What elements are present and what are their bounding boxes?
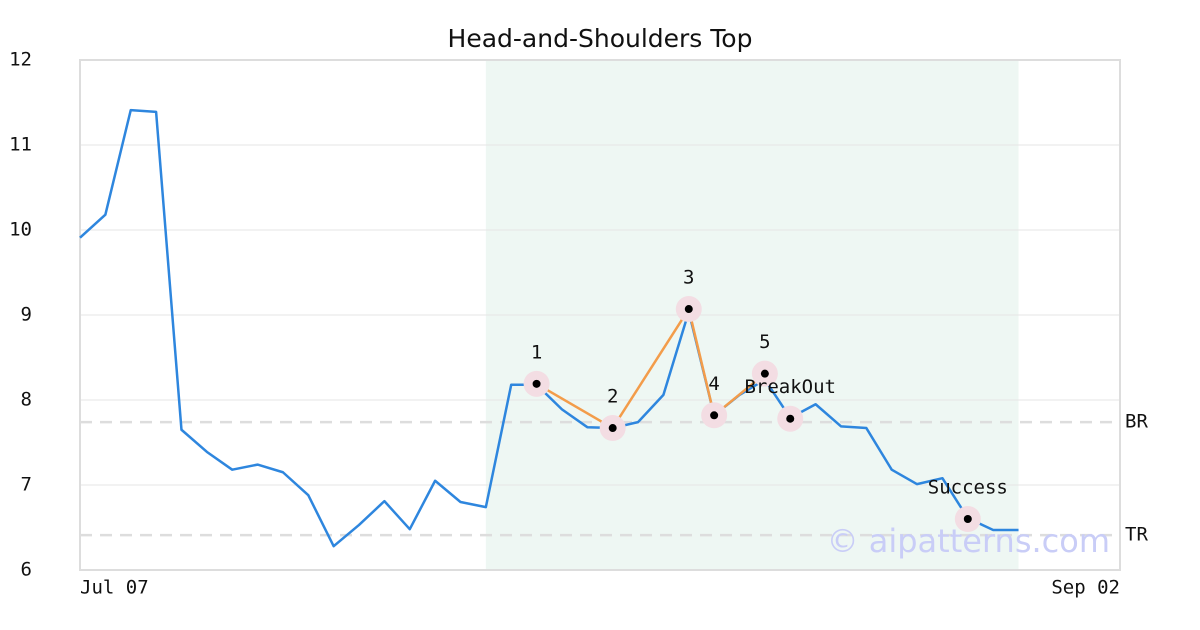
point-dot	[608, 424, 617, 433]
y-tick-label: 8	[21, 389, 32, 411]
point-dot	[786, 414, 795, 423]
pattern-label: 5	[759, 331, 770, 353]
x-tick-label: Sep 02	[1051, 577, 1120, 599]
price-line	[79, 108, 1019, 548]
pattern-label: 2	[607, 386, 618, 408]
level-label: TR	[1125, 524, 1148, 546]
chart-title: Head-and-Shoulders Top	[448, 24, 753, 53]
level-label: BR	[1125, 411, 1148, 433]
y-tick-label: 12	[9, 49, 32, 71]
point-dot	[684, 305, 693, 314]
y-tick-label: 6	[21, 559, 32, 581]
pattern-label: 1	[531, 341, 542, 363]
x-tick-label: Jul 07	[80, 577, 149, 599]
signal-label: BreakOut	[744, 376, 836, 398]
y-tick-label: 11	[9, 134, 32, 156]
signal-label: Success	[928, 477, 1008, 499]
pattern-label: 4	[708, 373, 719, 395]
point-dot	[710, 411, 719, 420]
watermark: © aipatterns.com	[827, 522, 1110, 560]
pattern-label: 3	[683, 267, 694, 289]
y-tick-label: 9	[21, 304, 32, 326]
plot-frame	[79, 59, 1121, 571]
y-tick-label: 7	[21, 474, 32, 496]
point-dot	[532, 379, 541, 388]
point-dot	[963, 515, 972, 523]
y-tick-label: 10	[9, 219, 32, 241]
point-dot	[760, 369, 769, 378]
